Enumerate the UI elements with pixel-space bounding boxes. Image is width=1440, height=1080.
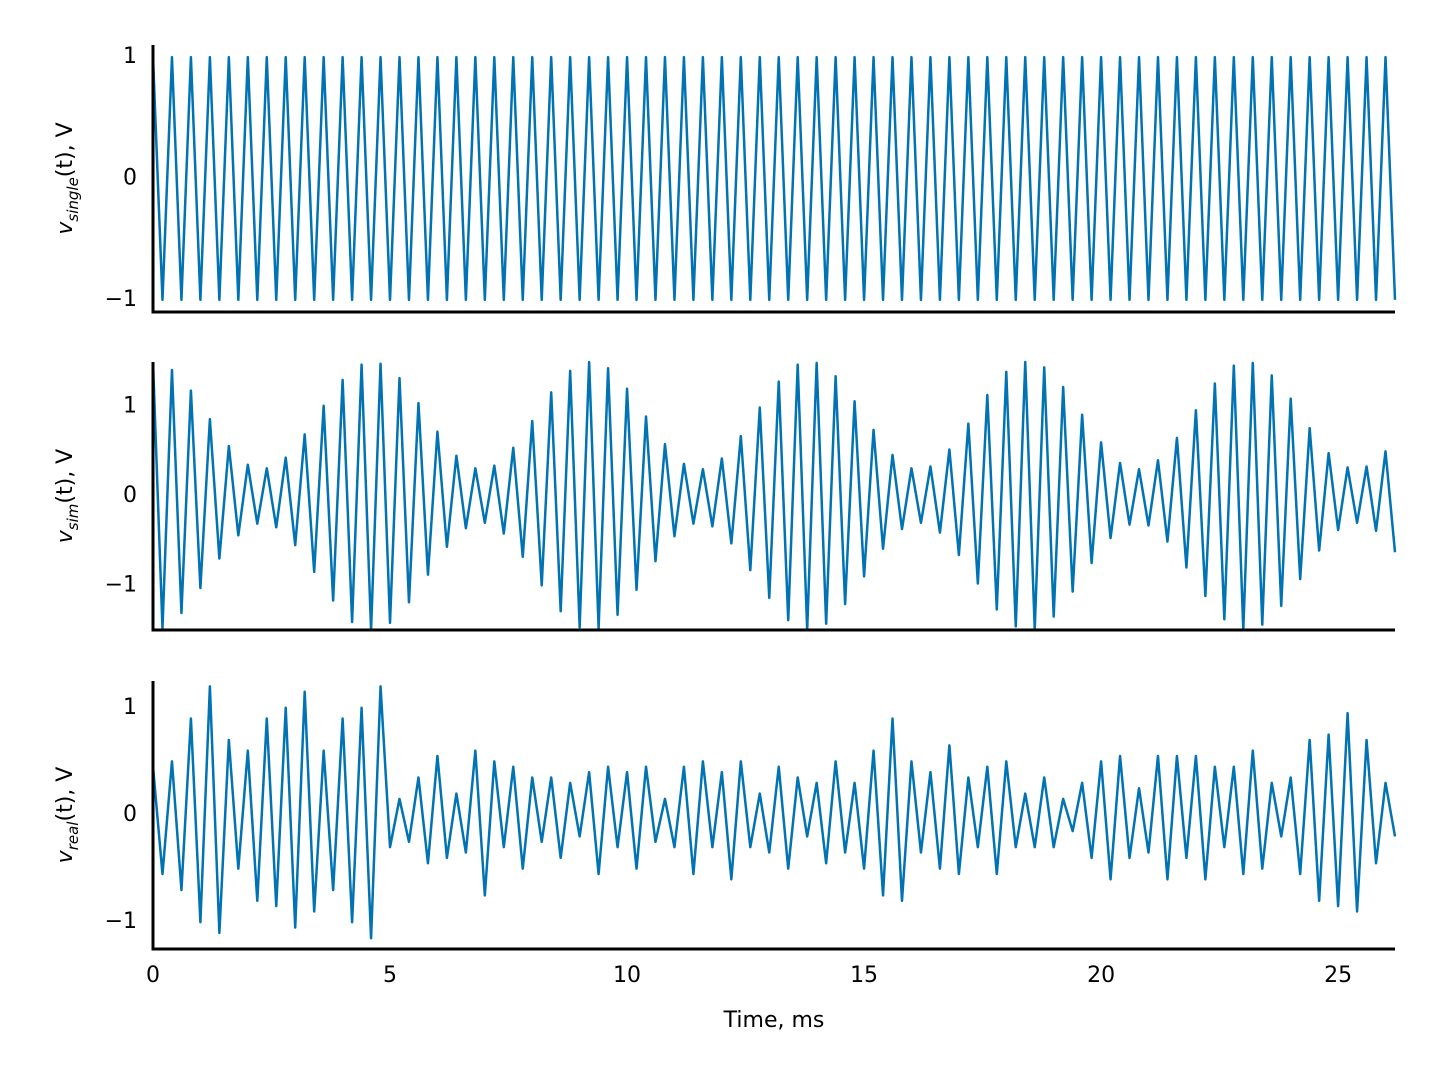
y-axis-label: vreal(t), V [53,767,82,864]
y-tick-label: 1 [123,695,137,720]
x-tick-label: 5 [383,963,397,988]
y-label-var: v [53,849,78,863]
x-tick-label: 10 [613,963,641,988]
y-label-rest: (t), V [53,122,78,177]
y-tick-label: 1 [123,44,137,69]
y-tick-label: −1 [105,572,137,597]
x-tick-label: 0 [146,963,160,988]
y-axis-label: vsim(t), V [53,449,82,543]
x-tick-label: 20 [1087,963,1115,988]
y-label-rest: (t), V [53,767,78,822]
x-axis-label: Time, ms [723,1008,825,1033]
y-tick-label: 0 [123,166,137,191]
x-tick-label: 15 [850,963,878,988]
y-label-var: v [53,221,78,235]
y-tick-label: 0 [123,483,137,508]
y-label-sub: real [64,821,82,851]
y-axis-label: vsingle(t), V [53,122,82,234]
signal-line [151,360,1397,632]
x-tick-label: 25 [1324,963,1352,988]
y-tick-label: −1 [105,909,137,934]
y-tick-label: 1 [123,394,137,419]
y-label-rest: (t), V [53,449,78,504]
y-label-sub: sim [64,504,82,531]
signal-line [151,685,1397,940]
y-label-var: v [53,529,78,543]
y-label-sub: single [64,177,82,221]
signal-line [151,55,1397,302]
y-tick-label: −1 [105,287,137,312]
y-tick-label: 0 [123,802,137,827]
